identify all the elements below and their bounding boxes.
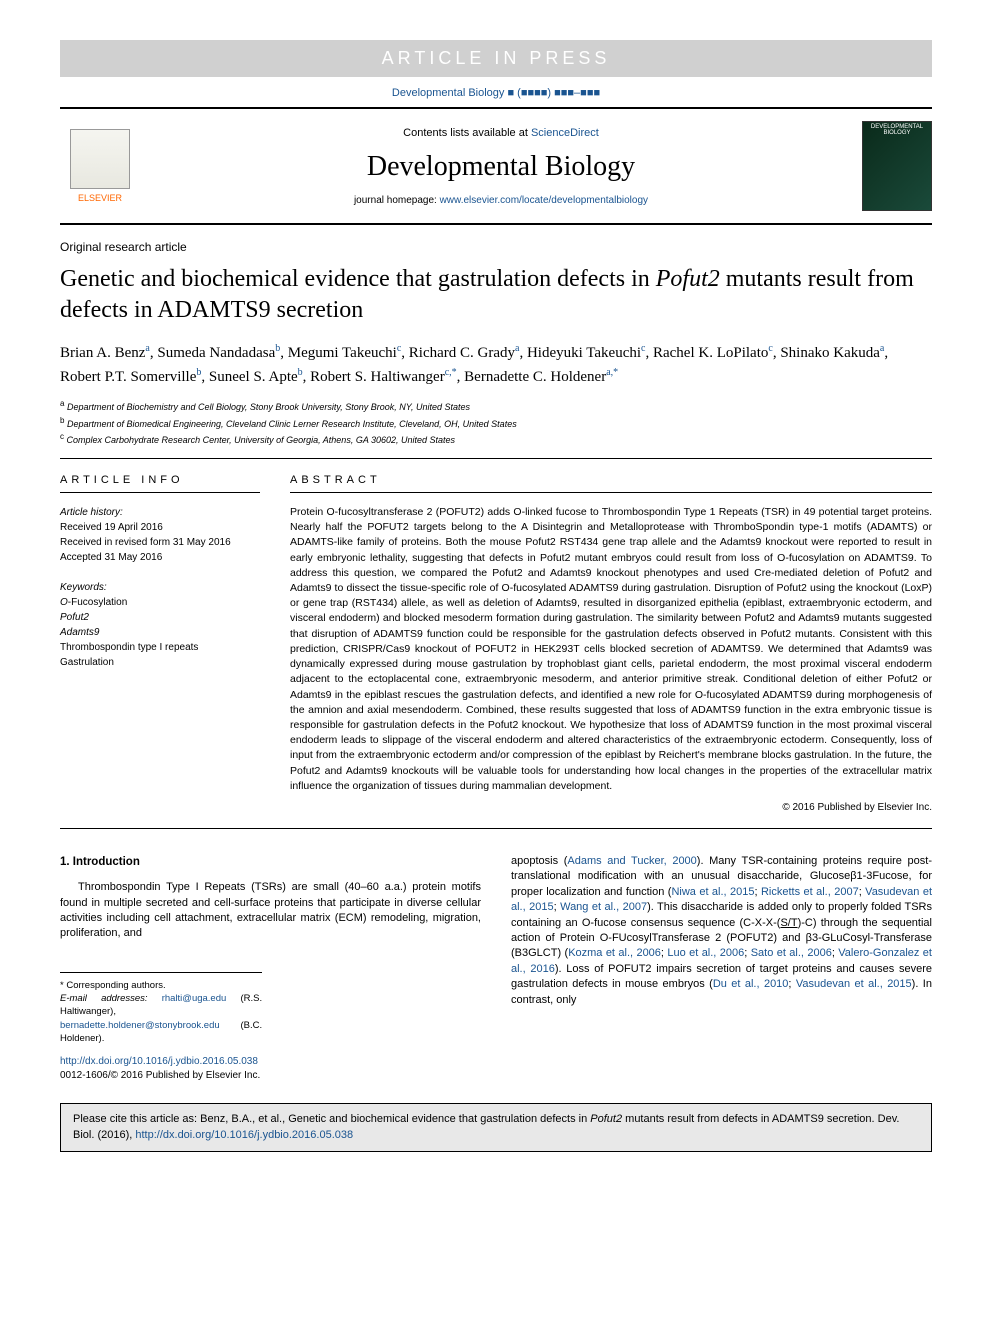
journal-cover-thumbnail: DEVELOPMENTAL BIOLOGY [862, 121, 932, 211]
keywords: Keywords: O-Fucosylation Pofut2 Adamts9 … [60, 580, 260, 670]
contents-prefix: Contents lists available at [403, 127, 531, 139]
affiliation: b Department of Biomedical Engineering, … [60, 415, 932, 432]
cite-prefix: Please cite this article as: Benz, B.A.,… [73, 1113, 590, 1125]
elsevier-tree-icon [70, 129, 130, 189]
history-accepted: Accepted 31 May 2016 [60, 550, 260, 565]
journal-header: ELSEVIER Contents lists available at Sci… [60, 107, 932, 225]
ref-link[interactable]: Sato et al., 2006 [751, 947, 832, 959]
email-link[interactable]: rhalti@uga.edu [162, 993, 227, 1004]
top-citation-placeholder: ■ (■■■■) ■■■–■■■ [507, 87, 600, 99]
ref-link[interactable]: Luo et al., 2006 [667, 947, 744, 959]
author: Sumeda Nandadasab [157, 345, 280, 361]
doi-block: http://dx.doi.org/10.1016/j.ydbio.2016.0… [60, 1055, 481, 1083]
elsevier-label: ELSEVIER [78, 193, 122, 203]
article-type: Original research article [60, 240, 932, 254]
keyword: Thrombospondin type I repeats [60, 640, 260, 655]
issn-line: 0012-1606/© 2016 Published by Elsevier I… [60, 1070, 260, 1081]
keyword: Gastrulation [60, 655, 260, 670]
history-label: Article history: [60, 505, 260, 520]
author: Rachel K. LoPilatoc [653, 345, 773, 361]
abstract-text: Protein O-fucosyltransferase 2 (POFUT2) … [290, 505, 932, 794]
author: Bernadette C. Holdenera,* [464, 369, 618, 385]
ref-link[interactable]: Niwa et al., 2015 [671, 886, 754, 898]
author: Brian A. Benza [60, 345, 150, 361]
cite-doi-link[interactable]: http://dx.doi.org/10.1016/j.ydbio.2016.0… [135, 1129, 353, 1141]
ref-link[interactable]: Wang et al., 2007 [560, 901, 647, 913]
keyword: Pofut2 [60, 610, 260, 625]
article-info-heading: ARTICLE INFO [60, 474, 260, 493]
affiliation: c Complex Carbohydrate Research Center, … [60, 431, 932, 448]
email-line: bernadette.holdener@stonybrook.edu (B.C.… [60, 1019, 262, 1046]
keyword: Adamts9 [60, 625, 260, 640]
homepage-link[interactable]: www.elsevier.com/locate/developmentalbio… [440, 195, 648, 206]
intro-para-1: Thrombospondin Type I Repeats (TSRs) are… [60, 880, 481, 942]
author: Megumi Takeuchic [288, 345, 402, 361]
ref-link[interactable]: Adams and Tucker, 2000 [567, 855, 696, 867]
info-abstract-row: ARTICLE INFO Article history: Received 1… [60, 474, 932, 829]
ref-link[interactable]: Kozma et al., 2006 [568, 947, 661, 959]
page: ARTICLE IN PRESS Developmental Biology ■… [0, 0, 992, 1172]
top-citation: Developmental Biology ■ (■■■■) ■■■–■■■ [60, 87, 932, 99]
article-in-press-banner: ARTICLE IN PRESS [60, 40, 932, 77]
authors: Brian A. Benza, Sumeda Nandadasab, Megum… [60, 341, 932, 388]
intro-heading: 1. Introduction [60, 854, 481, 870]
author: Robert P.T. Somervilleb [60, 369, 201, 385]
homepage-line: journal homepage: www.elsevier.com/locat… [140, 195, 862, 206]
title-italic: Pofut2 [656, 266, 720, 292]
author: Hideyuki Takeuchic [527, 345, 646, 361]
ref-link[interactable]: Vasudevan et al., 2015 [796, 978, 912, 990]
article-info: ARTICLE INFO Article history: Received 1… [60, 474, 260, 813]
footnotes: * Corresponding authors. E-mail addresse… [60, 972, 262, 1045]
history-revised: Received in revised form 31 May 2016 [60, 535, 260, 550]
doi-link[interactable]: http://dx.doi.org/10.1016/j.ydbio.2016.0… [60, 1056, 258, 1067]
email-link[interactable]: bernadette.holdener@stonybrook.edu [60, 1020, 220, 1031]
sciencedirect-link[interactable]: ScienceDirect [531, 127, 599, 139]
title-part-1: Genetic and biochemical evidence that ga… [60, 266, 656, 292]
article-history: Article history: Received 19 April 2016 … [60, 505, 260, 565]
email-line: E-mail addresses: rhalti@uga.edu (R.S. H… [60, 992, 262, 1019]
corresponding-note: * Corresponding authors. [60, 979, 262, 992]
affiliation: a Department of Biochemistry and Cell Bi… [60, 398, 932, 415]
contents-line: Contents lists available at ScienceDirec… [140, 127, 862, 139]
intro-para-2: apoptosis (Adams and Tucker, 2000). Many… [511, 854, 932, 1008]
history-received: Received 19 April 2016 [60, 520, 260, 535]
author: Richard C. Gradya [409, 345, 520, 361]
header-center: Contents lists available at ScienceDirec… [140, 127, 862, 206]
email-label: E-mail addresses: [60, 993, 148, 1004]
abstract-heading: ABSTRACT [290, 474, 932, 493]
author: Suneel S. Apteb [209, 369, 303, 385]
ref-link[interactable]: Ricketts et al., 2007 [761, 886, 859, 898]
article-title: Genetic and biochemical evidence that ga… [60, 264, 932, 326]
author: Shinako Kakudaa [780, 345, 884, 361]
abstract: ABSTRACT Protein O-fucosyltransferase 2 … [290, 474, 932, 813]
ref-link[interactable]: Du et al., 2010 [713, 978, 789, 990]
affiliations: a Department of Biochemistry and Cell Bi… [60, 398, 932, 459]
cite-box: Please cite this article as: Benz, B.A.,… [60, 1103, 932, 1152]
journal-name: Developmental Biology [140, 151, 862, 183]
top-citation-journal: Developmental Biology [392, 87, 505, 99]
keywords-label: Keywords: [60, 580, 260, 595]
cite-italic: Pofut2 [590, 1113, 622, 1125]
elsevier-logo: ELSEVIER [60, 121, 140, 211]
body-columns: 1. Introduction Thrombospondin Type I Re… [60, 854, 932, 1083]
body-col-left: 1. Introduction Thrombospondin Type I Re… [60, 854, 481, 1083]
homepage-prefix: journal homepage: [354, 195, 440, 206]
body-col-right: apoptosis (Adams and Tucker, 2000). Many… [511, 854, 932, 1083]
copyright: © 2016 Published by Elsevier Inc. [290, 802, 932, 813]
keyword: O-Fucosylation [60, 595, 260, 610]
author: Robert S. Haltiwangerc,* [310, 369, 457, 385]
